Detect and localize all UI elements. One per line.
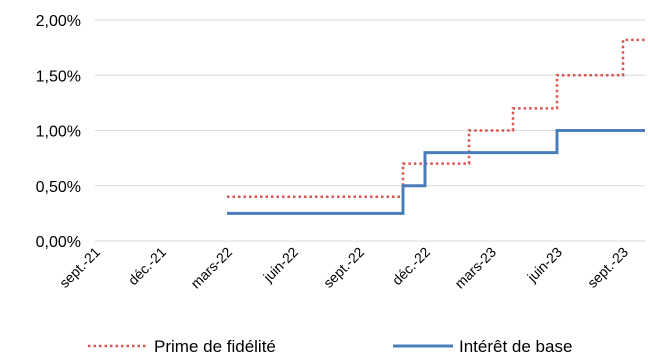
y-tick-label: 1,50% [36, 68, 81, 85]
x-tick-label: déc.-21 [125, 244, 169, 288]
x-tick-label: mars-23 [451, 244, 499, 292]
x-tick-label: juin-22 [259, 244, 301, 286]
x-tick-label: sept.-22 [320, 244, 367, 291]
x-tick-label: sept.-23 [584, 244, 631, 291]
series-line-prime-de-fidelite [227, 38, 645, 199]
x-tick-label: mars-22 [187, 244, 235, 292]
legend-label: Prime de fidélité [154, 337, 276, 356]
y-tick-label: 0,50% [36, 179, 81, 196]
y-axis-ticks: 0,00% 0,50% 1,00% 1,50% 2,00% [36, 13, 81, 251]
series-line-interet-de-base [227, 129, 645, 215]
y-tick-label: 1,00% [36, 124, 81, 141]
legend: Prime de fidélité Intérêt de base [88, 337, 572, 356]
gridlines [95, 19, 645, 242]
x-axis-ticks: sept.-21 déc.-21 mars-22 juin-22 sept.-22 déc… [56, 244, 631, 292]
y-tick-label: 0,00% [36, 234, 81, 251]
x-tick-label: déc.-22 [389, 244, 433, 288]
series-lines [227, 38, 645, 215]
y-tick-label: 2,00% [36, 13, 81, 30]
x-tick-label: juin-23 [523, 244, 565, 286]
legend-label: Intérêt de base [459, 337, 572, 356]
